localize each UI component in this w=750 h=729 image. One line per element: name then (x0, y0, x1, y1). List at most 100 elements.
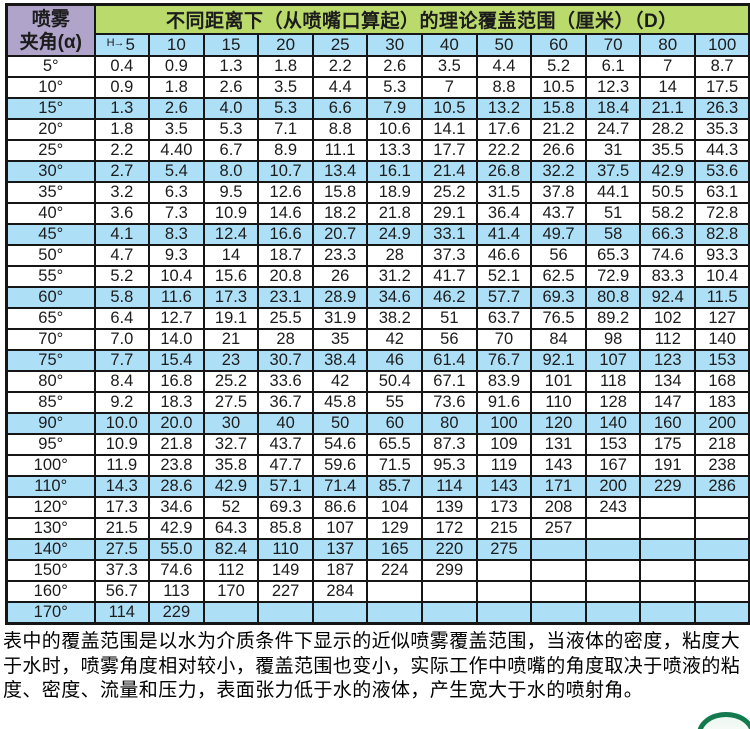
coverage-cell: 143 (530, 454, 587, 477)
coverage-cell: 7.7 (93, 349, 151, 372)
coverage-cell: 3.5 (257, 76, 314, 99)
angle-cell: 55° (5, 265, 96, 288)
coverage-cell: 123 (639, 349, 697, 372)
table-row: 35° 3.2 6.3 9.5 12.6 15.8 18.9 25.2 31.5 37.8 44.1… (5, 181, 750, 204)
coverage-cell: 229 (148, 601, 205, 625)
coverage-cell: 3.5 (148, 118, 205, 141)
coverage-cell: 21.2 (530, 118, 587, 141)
coverage-cell: 92.1 (530, 349, 587, 372)
distance-header: 60 (530, 33, 587, 57)
angle-cell: 45° (5, 223, 96, 246)
coverage-cell: 42.9 (639, 160, 697, 183)
coverage-cell: 51 (584, 202, 642, 225)
coverage-cell: 284 (311, 580, 369, 603)
table-row: 120° 17.3 34.6 52 69.3 86.6 104 139 173 208 243 (5, 496, 750, 519)
table-row: 20° 1.8 3.5 5.3 7.1 8.8 10.6 14.1 17.6 21.2 24.7 28… (5, 118, 750, 141)
table-row: 140° 27.5 55.0 82.4 110 137 165 220 275 (5, 538, 750, 561)
table-row: 130° 21.5 42.9 64.3 85.8 107 129 172 215 257 (5, 517, 750, 540)
coverage-cell: 102 (639, 307, 697, 330)
distance-header: 70 (584, 33, 642, 57)
coverage-cell: 46 (366, 349, 424, 372)
coverage-cell: 35.5 (639, 139, 697, 162)
coverage-cell: 62.5 (530, 265, 587, 288)
coverage-cell: 24.7 (584, 118, 642, 141)
coverage-cell: 50 (311, 412, 369, 435)
coverage-cell: 11.9 (93, 454, 151, 477)
coverage-cell: 8.4 (93, 370, 151, 393)
coverage-cell: 5.3 (366, 76, 424, 99)
coverage-cell (694, 580, 750, 603)
coverage-cell: 120 (530, 412, 587, 435)
table-row: 160° 56.7 113 170 227 284 (5, 580, 750, 603)
coverage-cell (257, 601, 314, 625)
coverage-cell: 0.9 (148, 55, 205, 78)
distance-header: 100 (694, 33, 750, 57)
coverage-cell: 22.2 (475, 139, 533, 162)
coverage-cell: 5.3 (257, 97, 314, 120)
coverage-cell: 65.3 (584, 244, 642, 267)
coverage-cell: 24.9 (366, 223, 424, 246)
spray-coverage-table: 喷雾 夹角(α) 不同距离下（从喷嘴口算起）的理论覆盖范围（厘米）（D） H→ 5… (5, 3, 750, 625)
coverage-cell: 74.6 (639, 244, 697, 267)
coverage-cell: 32.2 (530, 160, 587, 183)
footer-line: 于水时，喷雾角度相对较小，覆盖范围也变小，实际工作中喷嘴的角度取决于喷液的粘 (3, 655, 741, 677)
coverage-cell: 9.2 (93, 391, 151, 414)
coverage-cell: 2.2 (311, 55, 369, 78)
coverage-cell: 51 (421, 307, 478, 330)
coverage-cell: 25.2 (202, 370, 260, 393)
coverage-cell: 92.4 (639, 286, 697, 309)
table-row: 65° 6.4 12.7 19.1 25.5 31.9 38.2 51 63.7 76.5 89.2… (5, 307, 750, 330)
coverage-cell: 21.4 (421, 160, 478, 183)
distance-header: H→ 5 (93, 33, 151, 57)
coverage-cell: 10.6 (366, 118, 424, 141)
coverage-cell: 208 (530, 496, 587, 519)
coverage-cell: 66.3 (639, 223, 697, 246)
coverage-cell: 23.3 (311, 244, 369, 267)
coverage-cell: 6.3 (148, 181, 205, 204)
angle-cell: 160° (5, 580, 96, 603)
distance-header: 40 (421, 33, 478, 57)
coverage-cell: 42.9 (202, 475, 260, 498)
coverage-cell: 52.1 (475, 265, 533, 288)
coverage-cell: 16.1 (366, 160, 424, 183)
coverage-cell (530, 559, 587, 582)
coverage-cell: 1.3 (93, 97, 151, 120)
coverage-cell: 10.4 (694, 265, 750, 288)
coverage-cell: 44.3 (694, 139, 750, 162)
angle-cell: 5° (5, 55, 96, 78)
coverage-cell: 0.4 (93, 55, 151, 78)
coverage-cell: 2.7 (93, 160, 151, 183)
coverage-cell: 129 (366, 517, 424, 540)
table-row: 25° 2.2 4.40 6.7 8.9 11.1 13.3 17.7 22.2 26.6 31 35… (5, 139, 750, 162)
distance-header: 30 (366, 33, 424, 57)
angle-cell: 35° (5, 181, 96, 204)
table-row: 10° 0.9 1.8 2.6 3.5 4.4 5.3 7 8.8 10.5 12.3 14 17.5 (5, 76, 750, 99)
coverage-cell: 139 (421, 496, 478, 519)
coverage-cell: 85.7 (366, 475, 424, 498)
coverage-cell: 18.4 (584, 97, 642, 120)
coverage-cell: 16.8 (148, 370, 205, 393)
angle-cell: 30° (5, 160, 96, 183)
coverage-cell: 215 (475, 517, 533, 540)
coverage-cell: 127 (694, 307, 750, 330)
coverage-cell: 49.7 (530, 223, 587, 246)
coverage-cell: 37.5 (584, 160, 642, 183)
coverage-cell: 175 (639, 433, 697, 456)
coverage-cell: 11.6 (148, 286, 205, 309)
table-row: 60° 5.8 11.6 17.3 23.1 28.9 34.6 46.2 57.7 69.3 80… (5, 286, 750, 309)
coverage-cell: 9.5 (202, 181, 260, 204)
coverage-cell: 110 (530, 391, 587, 414)
coverage-cell: 71.5 (366, 454, 424, 477)
coverage-cell: 200 (584, 475, 642, 498)
coverage-cell: 8.9 (257, 139, 314, 162)
coverage-cell (530, 538, 587, 561)
distance-header: 50 (475, 33, 533, 57)
coverage-cell: 14 (639, 76, 697, 99)
coverage-cell: 70 (475, 328, 533, 351)
coverage-cell: 10.5 (530, 76, 587, 99)
corner-header: 喷雾 夹角(α) (5, 3, 96, 57)
angle-cell: 25° (5, 139, 96, 162)
coverage-cell: 16.6 (257, 223, 314, 246)
coverage-cell: 149 (257, 559, 314, 582)
coverage-cell: 229 (639, 475, 697, 498)
